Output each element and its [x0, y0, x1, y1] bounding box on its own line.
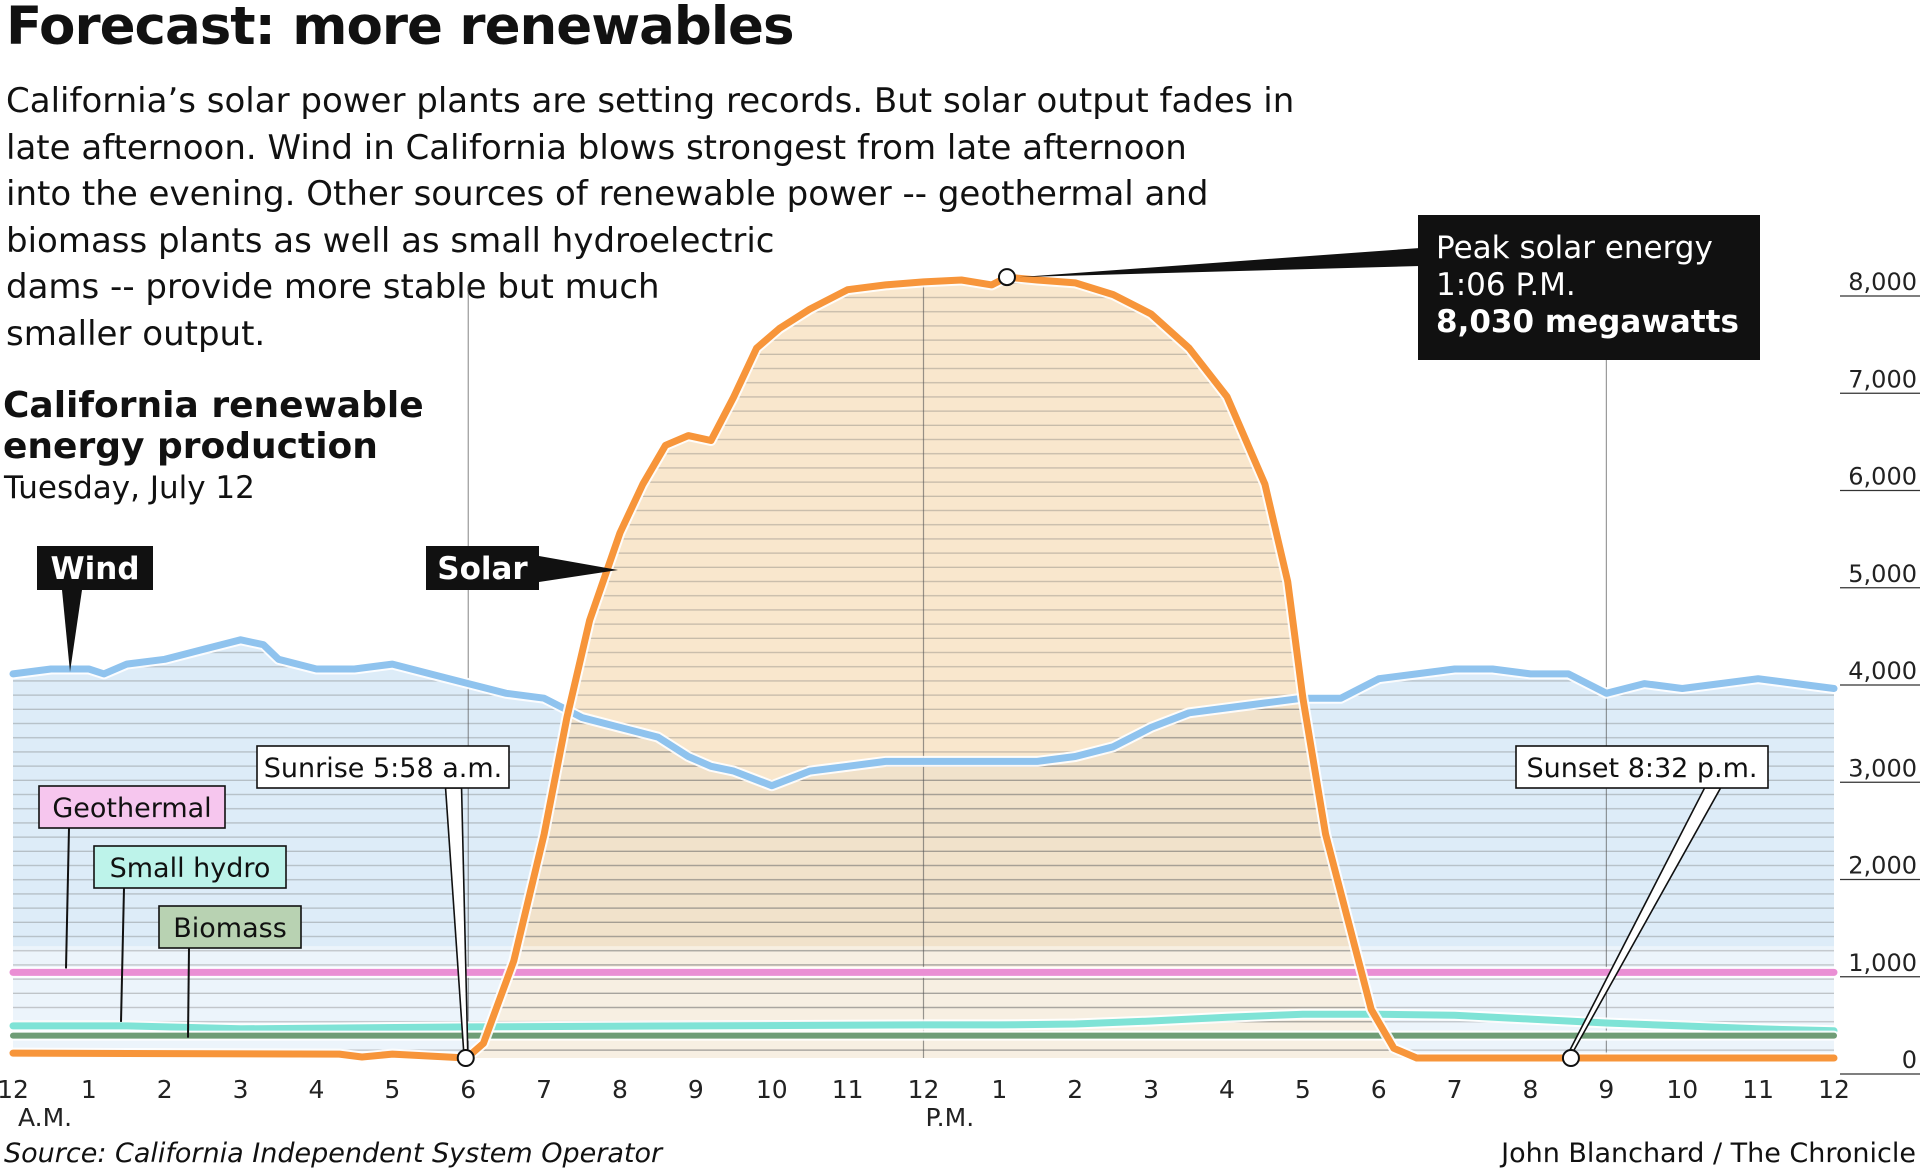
y-tick-label: 8,000 [1848, 268, 1917, 296]
am-label: A.M. [18, 1103, 72, 1132]
x-tick-label: 7 [1447, 1075, 1463, 1104]
x-tick-label: 6 [1371, 1075, 1387, 1104]
x-tick-label: 6 [460, 1075, 476, 1104]
small-hydro-label-text: Small hydro [110, 853, 271, 884]
y-tick-label: 2,000 [1848, 852, 1917, 880]
biomass-label-text: Biomass [173, 913, 287, 944]
y-tick-label: 7,000 [1848, 365, 1917, 393]
biomass-label-box [158, 905, 302, 949]
small-hydro-line [9, 1010, 1838, 1035]
x-tick-label: 11 [1742, 1075, 1774, 1104]
sunset-annotation: Sunset 8:32 p.m. [1515, 745, 1769, 1067]
peak-line-3: 8,030 megawatts [1436, 304, 1739, 340]
chart-title-line: California renewable [3, 385, 424, 426]
y-tick-label: 5,000 [1848, 560, 1917, 588]
sunset-annotation-text: Sunset 8:32 p.m. [1526, 753, 1757, 784]
small-hydro-label-pointer [120, 887, 125, 1022]
chart-title: California renewable energy production [3, 385, 424, 467]
y-tick-label: 1,000 [1848, 949, 1917, 977]
chart-title-line: energy production [3, 426, 378, 467]
solar-label-text: Solar [437, 551, 528, 587]
peak-line-1: Peak solar energy [1436, 230, 1713, 266]
x-tick-label: 12 [1818, 1075, 1850, 1104]
sunrise-annotation-text: Sunrise 5:58 a.m. [264, 753, 502, 784]
wind-line [9, 636, 1838, 790]
x-tick-label: 11 [832, 1075, 864, 1104]
y-tick-label: 6,000 [1848, 463, 1917, 491]
x-tick-label: 1 [81, 1075, 97, 1104]
geothermal-label: Geothermal [38, 785, 226, 969]
solar-label-pointer [539, 556, 618, 582]
sunrise-annotation: Sunrise 5:58 a.m. [256, 745, 510, 1067]
credit-note: John Blanchard / The Chronicle [1501, 1138, 1916, 1169]
wind-label-text: Wind [50, 551, 139, 587]
source-note: Source: California Independent System Op… [4, 1138, 663, 1169]
pm-label: P.M. [926, 1103, 975, 1132]
x-tick-label: 3 [233, 1075, 249, 1104]
peak-box [1418, 215, 1760, 360]
x-tick-label: 2 [1067, 1075, 1083, 1104]
sunset-annotation-marker [1561, 1049, 1580, 1067]
chart-subtitle: Tuesday, July 12 [4, 470, 255, 506]
biomass-label-pointer [187, 947, 190, 1038]
x-tick-label: 7 [536, 1075, 552, 1104]
sunset-annotation-box [1515, 745, 1769, 789]
peak-marker [997, 268, 1016, 287]
intro-line: smaller output. [6, 313, 266, 354]
x-tick-label: 10 [756, 1075, 788, 1104]
sunrise-annotation-box [256, 745, 510, 789]
y-tick-label: 3,000 [1848, 754, 1917, 782]
x-tick-label: 9 [1598, 1075, 1614, 1104]
intro-line: into the evening. Other sources of renew… [6, 174, 1209, 214]
sunrise-annotation-marker [456, 1049, 475, 1067]
page-title: Forecast: more renewables [6, 0, 795, 57]
solar-line [9, 273, 1838, 1062]
intro-text: California’s solar power plants are sett… [6, 78, 1294, 357]
x-tick-label: 4 [309, 1075, 325, 1104]
intro-line: California’s solar power plants are sett… [6, 81, 1295, 121]
wind-label: Wind [37, 546, 153, 672]
small-hydro-label-box [93, 845, 287, 889]
biomass-label: Biomass [158, 905, 302, 1038]
intro-line: dams -- provide more stable but much [6, 267, 660, 307]
x-tick-label: 5 [384, 1075, 400, 1104]
x-tick-label: 2 [157, 1075, 173, 1104]
intro-line: biomass plants as well as small hydroele… [6, 220, 775, 261]
x-tick-label: 4 [1219, 1075, 1235, 1104]
x-tick-label: 3 [1143, 1075, 1159, 1104]
geothermal-label-pointer [65, 827, 70, 969]
peak-pointer [1018, 248, 1420, 278]
solar-label: Solar [426, 546, 618, 590]
geothermal-label-text: Geothermal [52, 793, 211, 824]
x-tick-label: 8 [1523, 1075, 1539, 1104]
x-tick-label: 12 [0, 1075, 29, 1104]
x-tick-label: 1 [991, 1075, 1007, 1104]
small-hydro-label: Small hydro [93, 845, 287, 1022]
y-tick-label: 4,000 [1848, 657, 1917, 685]
x-tick-label: 9 [688, 1075, 704, 1104]
x-tick-label: 5 [1295, 1075, 1311, 1104]
intro-line: late afternoon. Wind in California blows… [6, 127, 1187, 168]
solar-label-box [426, 546, 539, 590]
peak-line-2: 1:06 P.M. [1436, 267, 1576, 303]
x-tick-label: 8 [612, 1075, 628, 1104]
x-tick-label: 12 [908, 1075, 940, 1104]
wind-label-pointer [62, 590, 82, 672]
y-tick-label: 0 [1902, 1046, 1917, 1074]
geothermal-label-box [38, 785, 226, 829]
wind-label-box [37, 546, 153, 590]
x-tick-label: 10 [1666, 1075, 1698, 1104]
